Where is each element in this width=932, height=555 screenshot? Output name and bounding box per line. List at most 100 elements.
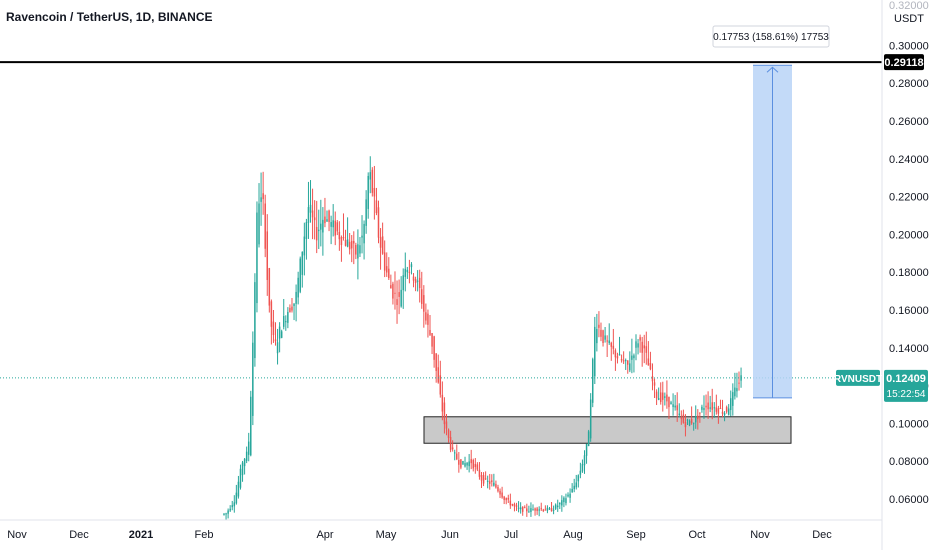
candle-body [293,303,295,307]
candle-body [289,307,291,313]
candle-body [517,507,520,509]
candle-body [357,244,359,259]
candle-body [400,289,402,307]
candle-body [542,509,545,511]
candle-body [721,411,724,414]
time-tick-label: Nov [750,529,770,541]
candle-body [600,329,602,337]
candle-body [556,505,559,508]
candle-body [425,312,427,321]
candle-body [565,498,567,504]
candle-body [303,236,306,256]
candle-body [307,207,310,223]
candle-body [297,277,299,298]
candle-body [237,481,240,497]
time-tick-label: Apr [316,529,333,541]
candle-body [268,268,271,306]
candle-body [653,382,656,386]
candle-body [627,360,629,365]
candle-body [305,222,308,239]
candle-body [256,212,258,304]
candle-body [670,402,672,405]
candle-body [668,396,670,408]
candle-body [388,268,390,279]
candle-body [458,459,460,465]
measure-arrow-head [766,66,779,73]
candle-body [324,216,326,224]
candle-body [377,207,380,238]
candle-body [227,510,229,514]
candle-body [295,291,297,304]
candle-body [245,451,248,461]
candle-body [402,275,404,291]
candle-body [511,504,514,506]
price-tick-label: 0.24000 [889,154,929,166]
candle-body [608,340,610,344]
candle-body [445,421,448,429]
price-tick-label: 0.20000 [889,229,929,241]
candle-body [410,264,413,268]
candle-body [416,280,419,282]
candle-body [435,353,437,371]
candle-body [686,419,689,421]
candle-body [274,339,277,342]
candle-body [676,405,678,411]
candle-body [282,316,285,327]
candle-body [313,217,316,221]
candle-body [429,329,431,335]
candle-body [262,193,264,200]
candle-body [371,169,374,193]
candle-body [505,498,507,501]
time-tick-label: Aug [563,529,583,541]
candle-body [491,480,493,482]
candle-body [466,462,468,466]
symbol-badge [836,369,880,386]
candle-body [239,468,242,488]
candle-body [449,436,452,450]
candle-body [270,301,273,327]
candle-body [659,392,662,402]
candle-body [369,172,372,180]
time-tick-label: Nov [7,529,27,541]
candle-body [254,282,256,359]
candle-body [414,279,417,283]
candle-body [353,240,355,244]
candle-body [250,396,252,456]
candle-body [635,341,637,348]
candle-body [437,367,439,383]
candle-body [688,420,691,426]
price-tick-label: 0.06000 [889,494,929,506]
candle-body [272,321,275,336]
candle-body [338,231,341,240]
candle-body [563,497,565,503]
candle-body [346,239,349,247]
candle-body [643,345,645,349]
candle-body [655,391,658,399]
candle-body [499,490,501,495]
candle-body [340,237,343,246]
candle-body [567,494,569,497]
candle-body [287,311,289,323]
candle-body [719,408,722,410]
candle-body [334,220,336,236]
candle-body [594,326,596,377]
candle-body [488,481,491,484]
candle-body [602,330,604,343]
candle-body [575,482,578,488]
candle-body [589,399,592,439]
candle-body [540,508,542,510]
candle-body [664,396,666,398]
candle-body [433,336,435,360]
candle-body [252,342,254,416]
candle-body [385,266,388,273]
candle-body [243,458,246,467]
candle-body [359,245,361,254]
candle-body [322,219,324,233]
candle-body [233,502,236,507]
candle-body [431,333,433,347]
candle-body [478,469,481,477]
candle-body [280,331,283,338]
candle-body [732,392,734,406]
candle-body [561,500,563,506]
candle-body [326,219,328,222]
